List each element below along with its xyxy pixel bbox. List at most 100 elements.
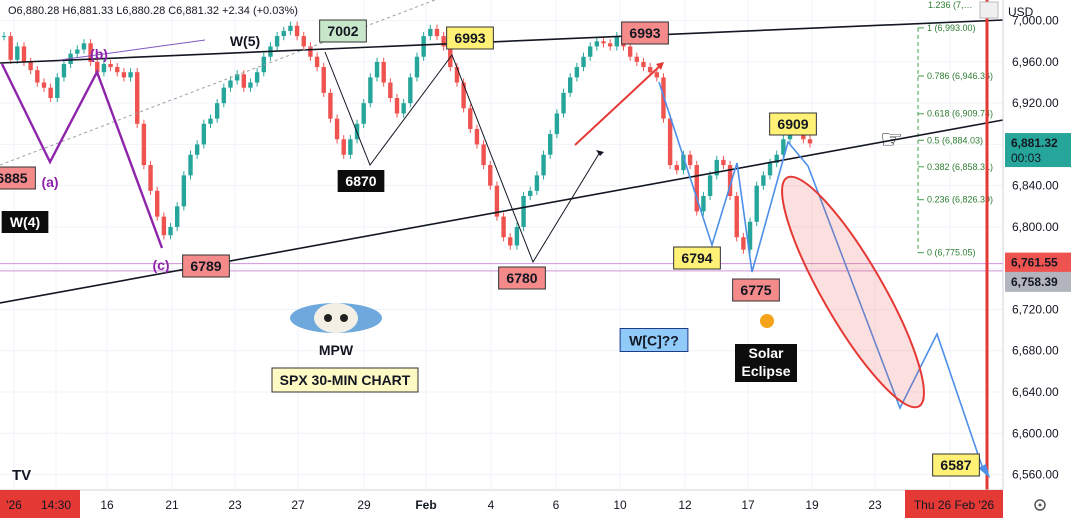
- candle-body: [321, 67, 326, 93]
- candle-body: [221, 87, 227, 104]
- hand-pointer-icon: ☞: [880, 124, 903, 154]
- candle-body: [254, 72, 260, 83]
- candle-body: [614, 36, 620, 47]
- price-label: 6775: [740, 282, 771, 298]
- candle-body: [667, 118, 673, 166]
- wave-label: (a): [41, 174, 58, 190]
- candle-body: [567, 77, 573, 93]
- price-tag-label: 6,758.39: [1011, 275, 1058, 289]
- candle-body: [681, 154, 686, 171]
- candle-body: [314, 56, 320, 68]
- x-tick-label: Thu 26 Feb '26: [914, 498, 995, 512]
- candle-body: [188, 154, 193, 176]
- candle-body: [148, 165, 153, 191]
- price-axis[interactable]: 7,000.006,960.006,920.006,880.006,840.00…: [1002, 0, 1080, 518]
- candle-body: [767, 162, 773, 176]
- wave-paths: [0, 51, 990, 478]
- candle-body: [75, 49, 80, 54]
- candle-body: [334, 118, 340, 140]
- candle-body: [474, 128, 480, 145]
- candle-body: [141, 123, 147, 166]
- price-tag: [1005, 271, 1071, 292]
- fib-label: 0.382 (6,858.31): [927, 162, 993, 172]
- panda-eye: [340, 314, 348, 322]
- candle-body: [514, 226, 520, 246]
- candle-body: [28, 61, 33, 71]
- candle-body: [594, 41, 600, 47]
- candle-body: [168, 226, 173, 236]
- candle-body: [194, 144, 200, 155]
- candle-body: [328, 92, 333, 119]
- price-label-box: [621, 21, 669, 45]
- candle-body: [21, 46, 27, 62]
- y-tick-label: 6,720.00: [1012, 302, 1059, 316]
- y-tick-label: 7,000.00: [1012, 14, 1059, 28]
- candle-body: [721, 159, 726, 166]
- candle-body: [35, 70, 40, 83]
- wave-label-box: [619, 328, 689, 352]
- price-tag-label: 6,881.32: [1011, 136, 1058, 150]
- candle-body: [634, 56, 640, 62]
- candle-body: [108, 63, 113, 68]
- fib-label: 0.618 (6,909.74): [927, 109, 993, 119]
- candle-body: [428, 28, 433, 37]
- price-label: 6794: [681, 250, 712, 266]
- candle-body: [454, 67, 460, 83]
- candle-body: [248, 82, 253, 88]
- candle-body: [288, 25, 293, 31]
- tradingview-logo-icon: TV: [12, 467, 31, 484]
- arrow-head: [596, 150, 604, 156]
- candle-body: [534, 175, 540, 191]
- price-label-box: [337, 170, 385, 192]
- y-tick-label: 6,640.00: [1012, 385, 1059, 399]
- candle-body: [155, 190, 160, 217]
- candle-body: [301, 36, 306, 47]
- chart-title-box: [271, 367, 419, 393]
- candle-body: [88, 43, 93, 62]
- blue-wave: [658, 81, 985, 473]
- price-label-box: [673, 246, 721, 270]
- candle-body: [528, 190, 533, 196]
- candle-body: [561, 92, 566, 114]
- price-label-box: [0, 166, 36, 190]
- candle-body: [641, 61, 646, 68]
- candle-body: [181, 175, 187, 207]
- price-label-box: [182, 254, 230, 278]
- candle-body: [741, 237, 746, 250]
- candle-body: [607, 43, 613, 47]
- time-highlight-left: [0, 490, 80, 518]
- candle-body: [115, 67, 120, 73]
- time-axis[interactable]: '26 14:30 16 21 23 27 29 Feb 4 6 10 12 17 19 23 Thu 26 …: [0, 489, 1080, 518]
- candle-body: [374, 61, 380, 78]
- candle-body: [41, 82, 47, 88]
- candle-body: [674, 165, 679, 171]
- price-label: 6780: [506, 270, 537, 286]
- candle-body: [201, 123, 207, 145]
- candle-body: [587, 46, 593, 57]
- wave-label: W(4): [10, 214, 40, 230]
- x-tick-label: 23: [228, 498, 242, 512]
- x-tick-label: Feb: [415, 498, 436, 512]
- chart-title: SPX 30-MIN CHART: [280, 372, 411, 388]
- candle-body: [574, 67, 580, 78]
- price-label: 7002: [327, 23, 358, 39]
- candle-body: [747, 221, 753, 250]
- fib-label: 0.236 (6,826.39): [927, 195, 993, 205]
- price-label-box: [732, 278, 780, 302]
- price-label: 6789: [190, 258, 221, 274]
- candle-body: [781, 139, 786, 155]
- price-label-box: [769, 112, 817, 136]
- price-tag-sub: 00:03: [1011, 151, 1041, 165]
- candle-body: [214, 103, 220, 119]
- candle-body: [234, 74, 240, 81]
- candle-body: [494, 185, 500, 217]
- candle-body: [274, 36, 280, 47]
- y-tick-label: 6,600.00: [1012, 426, 1059, 440]
- candle-body: [521, 196, 526, 227]
- wave-label: (c): [152, 257, 169, 273]
- time-axis-background: [0, 490, 1080, 518]
- candle-body: [95, 61, 100, 73]
- wave-label-box: [1, 211, 49, 233]
- wave-label: W(5): [230, 33, 260, 49]
